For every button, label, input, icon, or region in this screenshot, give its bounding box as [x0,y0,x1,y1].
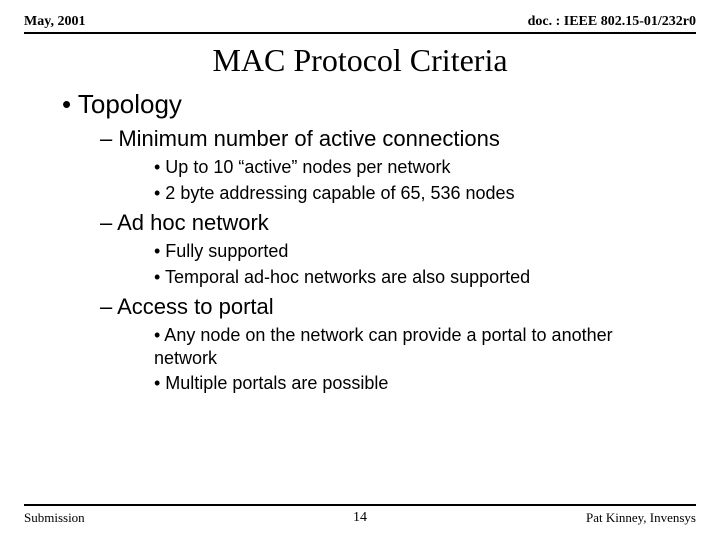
slide-content: • Topology – Minimum number of active co… [24,89,696,395]
header-doc-id: doc. : IEEE 802.15-01/232r0 [528,14,696,30]
footer-page-number: 14 [353,510,367,526]
subheading-portal: – Access to portal [100,294,696,320]
bullet-temporal-adhoc: • Temporal ad-hoc networks are also supp… [154,266,696,289]
bullet-addressing: • 2 byte addressing capable of 65, 536 n… [154,182,696,205]
bullet-topology: • Topology [62,89,696,120]
subheading-min-connections: – Minimum number of active connections [100,126,696,152]
slide-title: MAC Protocol Criteria [24,42,696,79]
bullet-active-nodes: • Up to 10 “active” nodes per network [154,156,696,179]
bullet-portal-provide: • Any node on the network can provide a … [154,324,696,369]
footer-right: Pat Kinney, Invensys [586,510,696,526]
header-bar: May, 2001 doc. : IEEE 802.15-01/232r0 [24,14,696,34]
bullet-fully-supported: • Fully supported [154,240,696,263]
header-date: May, 2001 [24,14,85,30]
footer-bar: Submission 14 Pat Kinney, Invensys [24,504,696,526]
bullet-multiple-portals: • Multiple portals are possible [154,372,696,395]
footer-rule [24,504,696,506]
footer-row: Submission 14 Pat Kinney, Invensys [24,510,696,526]
footer-left: Submission [24,510,85,526]
slide-page: May, 2001 doc. : IEEE 802.15-01/232r0 MA… [0,0,720,540]
subheading-adhoc: – Ad hoc network [100,210,696,236]
